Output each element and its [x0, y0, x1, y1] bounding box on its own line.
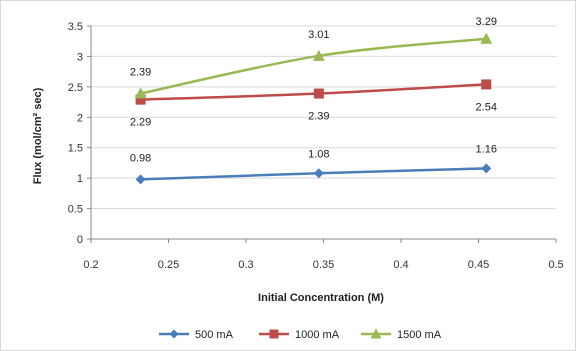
axes — [87, 25, 557, 243]
data-point-1000-ma — [135, 94, 146, 105]
y-axis-title: Flux (mol/cm² sec) — [32, 87, 44, 184]
data-labels: 0.98 1.08 1.16 2.29 2.39 2.54 2.39 3.01 3.29 — [130, 16, 497, 165]
data-label: 1.16 — [476, 143, 497, 155]
data-point-1000-ma — [313, 88, 324, 99]
legend-marker-500-ma — [169, 329, 179, 339]
x-tick-label: 0.45 — [468, 259, 489, 271]
data-label: 2.39 — [130, 67, 151, 79]
legend: 500 mA 1000 mA 1500 mA — [159, 328, 442, 341]
data-point-1500-ma — [312, 49, 325, 61]
data-point-500-ma — [135, 174, 146, 185]
y-tick-label: 0.5 — [68, 204, 83, 216]
data-label: 2.29 — [130, 117, 151, 129]
x-tick-label: 0.3 — [238, 259, 253, 271]
y-tick-label: 1.5 — [68, 143, 83, 155]
data-label: 3.01 — [308, 29, 329, 41]
x-tick-labels: 0.2 0.25 0.3 0.35 0.4 0.45 0.5 — [83, 259, 563, 271]
y-tick-label: 3 — [77, 51, 83, 63]
data-label: 2.54 — [476, 101, 497, 113]
data-label: 0.98 — [130, 152, 151, 164]
series-line-1500-ma — [140, 37, 487, 95]
data-label: 1.08 — [308, 148, 329, 160]
y-tick-label: 1 — [77, 173, 83, 185]
x-axis-title: Initial Concentration (M) — [258, 292, 384, 304]
x-tick-label: 0.2 — [83, 259, 98, 271]
y-tick-labels: 0 0.5 1 1.5 2 2.5 3 3.5 — [68, 21, 83, 246]
series-group — [134, 32, 493, 185]
y-tick-label: 2.5 — [68, 82, 83, 94]
data-point-1500-ma — [480, 32, 493, 44]
legend-marker-1000-ma — [269, 329, 279, 339]
data-label: 2.39 — [308, 111, 329, 123]
legend-label-1500-ma: 1500 mA — [397, 329, 442, 341]
x-tick-label: 0.25 — [158, 259, 179, 271]
data-point-1500-ma — [134, 87, 147, 99]
legend-label-1000-ma: 1000 mA — [295, 329, 340, 341]
x-tick-label: 0.5 — [548, 259, 563, 271]
data-label: 3.29 — [476, 16, 497, 28]
x-tick-label: 0.4 — [393, 259, 408, 271]
data-point-500-ma — [481, 163, 492, 174]
y-tick-label: 0 — [77, 234, 83, 246]
y-tick-label: 2 — [77, 112, 83, 124]
legend-marker-1500-ma — [370, 328, 382, 339]
legend-label-500-ma: 500 mA — [195, 329, 234, 341]
data-point-500-ma — [313, 168, 324, 179]
data-point-1000-ma — [481, 79, 492, 90]
y-tick-label: 3.5 — [68, 21, 83, 33]
x-tick-label: 0.35 — [313, 259, 334, 271]
